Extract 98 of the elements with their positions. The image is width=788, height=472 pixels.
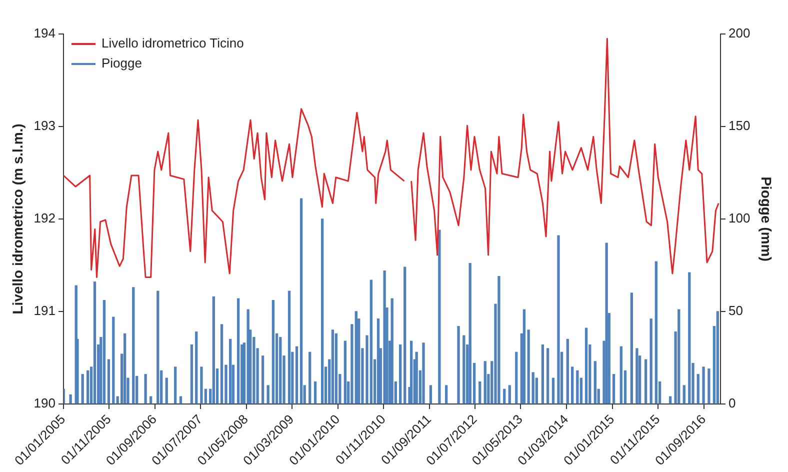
bar xyxy=(331,330,334,404)
bar xyxy=(246,309,250,404)
bar xyxy=(354,311,358,404)
y2-axis-title: Piogge (mm) xyxy=(758,176,775,262)
bar xyxy=(220,324,224,404)
bar xyxy=(212,296,215,404)
y2-tick-label: 200 xyxy=(728,26,750,41)
bar xyxy=(383,270,386,404)
bar xyxy=(63,388,65,404)
legend-label: Piogge xyxy=(101,56,142,71)
bar xyxy=(314,381,317,404)
bar xyxy=(344,340,347,404)
bar xyxy=(69,394,72,404)
bar xyxy=(576,370,579,404)
bar xyxy=(149,396,152,404)
bar xyxy=(716,311,719,404)
bar xyxy=(644,359,648,404)
bar xyxy=(557,235,560,404)
bar xyxy=(668,396,672,404)
bar xyxy=(696,374,700,404)
bar xyxy=(266,385,270,404)
bar xyxy=(630,292,634,404)
bar xyxy=(399,344,402,404)
bar xyxy=(81,374,84,404)
bar xyxy=(620,346,622,404)
bar xyxy=(415,352,418,404)
bar xyxy=(156,290,160,404)
bar xyxy=(484,361,486,404)
bar xyxy=(708,368,710,404)
bar xyxy=(112,316,115,404)
bar xyxy=(462,335,466,404)
bar xyxy=(93,282,96,404)
bar xyxy=(552,378,555,404)
bar xyxy=(295,346,298,404)
y-tick-label: 190 xyxy=(34,396,56,411)
bar xyxy=(498,276,500,404)
bar xyxy=(123,333,126,404)
y-axis-title: Livello idrometrico (m s.l.m.) xyxy=(9,124,26,314)
bar xyxy=(390,298,394,404)
bar xyxy=(107,359,110,404)
bar xyxy=(404,266,406,404)
bar xyxy=(682,385,686,404)
bar xyxy=(584,328,588,404)
bar xyxy=(200,366,203,404)
bar xyxy=(468,263,472,404)
y2-tick-label: 50 xyxy=(728,303,743,318)
bar xyxy=(429,385,432,404)
bar xyxy=(566,338,569,404)
bar xyxy=(376,318,380,404)
bar xyxy=(279,337,282,404)
bar xyxy=(236,298,240,404)
bar xyxy=(190,344,194,404)
y2-tick-label: 100 xyxy=(728,210,750,226)
bar xyxy=(288,290,291,404)
bar xyxy=(174,366,177,404)
bar xyxy=(541,344,544,404)
bar xyxy=(165,378,168,404)
bar xyxy=(86,370,90,404)
bar xyxy=(422,342,425,404)
bar xyxy=(300,198,303,404)
bar xyxy=(334,333,338,404)
bar xyxy=(688,272,691,404)
bar xyxy=(654,261,658,404)
bar xyxy=(594,361,596,404)
bar xyxy=(457,326,460,404)
bar xyxy=(144,374,147,404)
y-tick-label: 193 xyxy=(34,118,56,134)
bar xyxy=(503,388,506,404)
y-tick-label: 192 xyxy=(34,210,56,226)
bar xyxy=(261,356,264,404)
bar xyxy=(605,242,608,404)
bar xyxy=(478,381,482,404)
y-tick-label: 191 xyxy=(34,303,56,318)
bar xyxy=(410,340,413,404)
bar xyxy=(445,385,448,404)
bar xyxy=(612,374,616,404)
bar xyxy=(636,348,638,404)
bar xyxy=(438,230,441,404)
bar xyxy=(195,331,198,404)
bar xyxy=(650,318,652,404)
bar xyxy=(308,352,312,404)
bar xyxy=(515,352,518,404)
bar xyxy=(546,348,550,404)
bar xyxy=(179,396,182,404)
y-tick-label: 194 xyxy=(34,26,56,41)
bar xyxy=(522,309,526,404)
bar xyxy=(570,366,574,404)
bar xyxy=(321,218,324,404)
bar xyxy=(370,280,373,404)
bar xyxy=(508,385,511,404)
bar xyxy=(102,300,106,404)
y2-tick-label: 0 xyxy=(728,396,736,411)
bar xyxy=(272,300,275,404)
legend-label: Livello idrometrico Ticino xyxy=(101,36,244,51)
bar xyxy=(702,366,705,404)
bar xyxy=(678,309,680,404)
bar xyxy=(132,287,135,404)
y2-tick-label: 150 xyxy=(728,118,750,134)
